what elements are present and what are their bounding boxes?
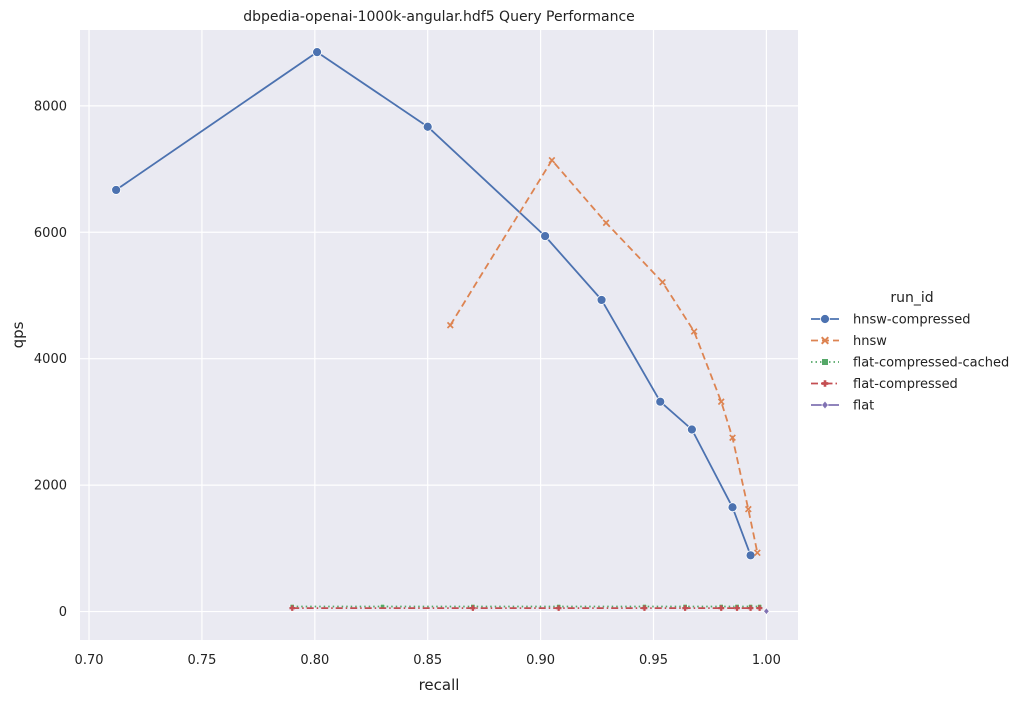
data-point	[753, 549, 761, 557]
data-point	[659, 278, 666, 286]
legend-label: flat	[853, 399, 874, 414]
legend-item: hnsw	[811, 334, 887, 349]
x-tick-label: 0.80	[300, 653, 329, 668]
legend-item: hnsw-compressed	[811, 313, 970, 328]
chart-title: dbpedia-openai-1000k-angular.hdf5 Query …	[243, 9, 635, 25]
x-tick-label: 0.95	[639, 653, 668, 668]
y-tick-label: 6000	[34, 226, 67, 241]
legend-title: run_id	[890, 290, 933, 306]
y-axis-label: qps	[9, 321, 27, 348]
data-point	[641, 605, 648, 611]
y-tick-label: 8000	[34, 99, 67, 114]
series-flat-compressed	[289, 605, 763, 611]
x-tick-label: 1.00	[752, 653, 781, 668]
y-tick-label: 2000	[34, 479, 67, 494]
legend-marker	[821, 380, 829, 387]
data-point	[602, 219, 610, 227]
series-layer	[111, 47, 770, 616]
data-point	[555, 605, 562, 611]
x-axis-label: recall	[419, 676, 460, 694]
data-point	[734, 605, 740, 611]
legend-marker	[821, 358, 829, 366]
data-point	[690, 328, 698, 335]
series-hnsw	[446, 156, 761, 557]
legend-marker	[820, 336, 830, 345]
data-point	[727, 502, 738, 513]
data-point	[686, 424, 697, 435]
legend-marker	[820, 314, 830, 324]
data-point	[745, 550, 756, 561]
data-point	[682, 605, 688, 611]
x-tick-label: 0.75	[187, 653, 216, 668]
x-tick-label: 0.85	[413, 653, 442, 668]
data-point	[756, 605, 763, 611]
data-point	[729, 434, 736, 442]
legend-item: flat	[811, 399, 874, 414]
legend-item: flat-compressed	[811, 377, 958, 392]
data-point	[747, 605, 754, 611]
data-point	[717, 398, 725, 406]
x-tick-label: 0.70	[75, 653, 104, 668]
legend-item: flat-compressed-cached	[811, 356, 1009, 371]
plot-area	[80, 30, 798, 640]
legend-label: flat-compressed	[853, 377, 958, 392]
data-point	[540, 231, 551, 241]
tick-labels: 0.70 0.75 0.80 0.85 0.90 0.95 1.00 0 2000 4000 600…	[34, 99, 781, 668]
legend-label: hnsw	[853, 334, 887, 349]
data-point	[446, 321, 454, 329]
legend-marker	[821, 400, 829, 410]
x-tick-label: 0.90	[526, 653, 555, 668]
data-point	[111, 185, 122, 195]
data-point	[312, 47, 322, 58]
legend: run_id hnsw-compressed hnsw flat-compresse…	[811, 290, 1009, 414]
legend-label: flat-compressed-cached	[853, 356, 1009, 371]
y-tick-label: 4000	[34, 352, 67, 367]
data-point	[596, 295, 607, 305]
data-point	[744, 505, 752, 513]
data-point	[763, 607, 770, 616]
data-point	[422, 121, 433, 132]
series-line	[449, 159, 759, 553]
y-tick-label: 0	[59, 605, 67, 620]
legend-label: hnsw-compressed	[853, 313, 970, 328]
series-hnsw-compressed	[111, 47, 756, 561]
data-point	[470, 605, 476, 611]
data-point	[718, 605, 725, 611]
data-point	[289, 605, 296, 611]
data-point	[548, 156, 556, 164]
series-flat	[763, 607, 770, 616]
data-point	[655, 396, 666, 407]
